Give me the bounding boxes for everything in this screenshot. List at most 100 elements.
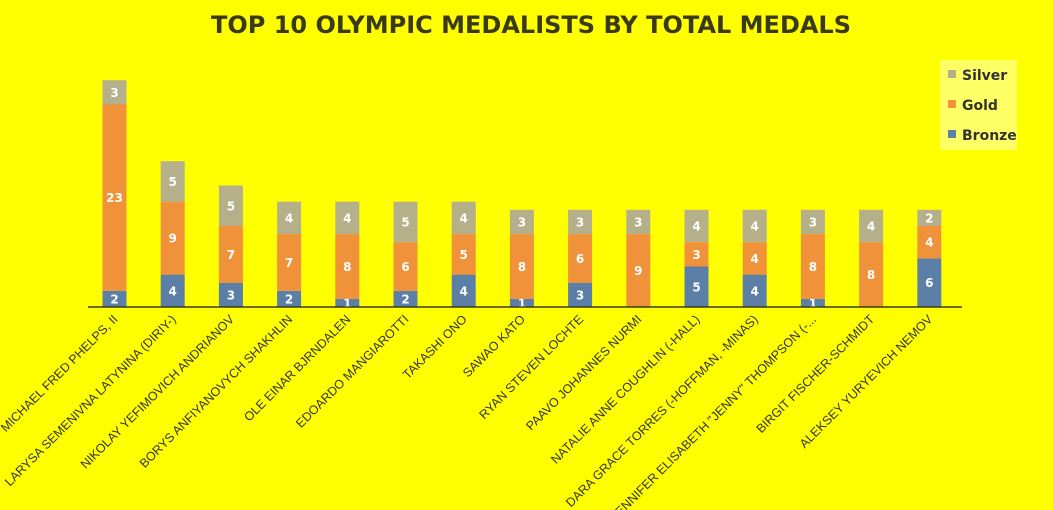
bar-silver-5 [393, 201, 418, 243]
data-label-gold-11: 4 [751, 252, 759, 266]
data-label-silver-10: 4 [692, 220, 700, 234]
category-label-13: BIRGIT FISCHER-SCHMIDT [754, 312, 878, 436]
legend-swatch-bronze [948, 130, 956, 138]
bar-silver-3 [277, 201, 302, 235]
bar-gold-9 [626, 234, 651, 307]
data-label-gold-3: 7 [285, 256, 293, 270]
data-label-silver-3: 4 [285, 211, 293, 225]
bar-silver-2 [218, 185, 243, 226]
data-label-silver-9: 3 [634, 216, 642, 230]
bar-silver-11 [742, 209, 767, 243]
bar-bronze-4 [335, 298, 360, 307]
category-label-5: EDOARDO MANGIAROTTI [293, 312, 411, 430]
legend-label-gold: Gold [962, 98, 998, 114]
bar-gold-14 [917, 226, 942, 259]
data-label-bronze-1: 4 [169, 284, 177, 298]
data-label-silver-5: 5 [401, 215, 409, 229]
legend-swatch-gold [948, 100, 956, 108]
category-label-9: PAAVO JOHANNES NURMI [523, 312, 644, 433]
data-label-silver-13: 4 [867, 220, 875, 234]
bar-silver-12 [800, 209, 825, 235]
bar-silver-1 [160, 161, 185, 202]
legend-swatch-silver [948, 70, 956, 78]
bar-gold-7 [509, 234, 534, 299]
data-label-gold-6: 5 [460, 248, 468, 262]
category-label-4: OLE EINAR BJRNDALEN [241, 312, 353, 424]
bar-gold-12 [800, 234, 825, 299]
data-label-gold-7: 8 [518, 260, 526, 274]
data-label-silver-8: 3 [576, 216, 584, 230]
bar-gold-4 [335, 234, 360, 299]
data-label-bronze-5: 2 [401, 292, 409, 306]
bar-silver-9 [626, 209, 651, 235]
bar-silver-14 [917, 209, 942, 226]
bar-bronze-6 [451, 274, 476, 307]
bar-silver-0 [102, 80, 127, 105]
bar-gold-0 [102, 104, 127, 291]
data-label-bronze-4: 1 [343, 296, 351, 310]
chart-title: TOP 10 OLYMPIC MEDALISTS BY TOTAL MEDALS [211, 11, 851, 39]
bar-gold-6 [451, 234, 476, 275]
bar-gold-2 [218, 226, 243, 283]
data-label-gold-0: 23 [106, 191, 123, 205]
bar-gold-8 [568, 234, 593, 283]
bar-silver-8 [568, 209, 593, 235]
data-label-gold-5: 6 [401, 260, 409, 274]
data-label-gold-4: 8 [343, 260, 351, 274]
category-label-8: RYAN STEVEN LOCHTE [476, 312, 586, 422]
data-label-bronze-12: 1 [809, 296, 817, 310]
bar-gold-1 [160, 201, 185, 275]
bar-silver-13 [859, 209, 884, 243]
bar-gold-10 [684, 242, 709, 267]
bar-bronze-3 [277, 290, 302, 307]
bar-silver-4 [335, 201, 360, 235]
data-label-silver-6: 4 [460, 211, 468, 225]
legend-label-silver: Silver [962, 68, 1007, 84]
data-label-gold-2: 7 [227, 248, 235, 262]
bar-bronze-7 [509, 298, 534, 307]
data-label-bronze-8: 3 [576, 288, 584, 302]
bar-gold-3 [277, 234, 302, 291]
data-label-silver-14: 2 [925, 211, 933, 225]
category-label-0: MICHAEL FRED PHELPS, II [0, 312, 121, 435]
data-label-gold-14: 4 [925, 236, 933, 250]
bar-bronze-12 [800, 298, 825, 307]
data-label-gold-13: 8 [867, 268, 875, 282]
data-label-bronze-10: 5 [692, 280, 700, 294]
bar-bronze-0 [102, 290, 127, 307]
bar-bronze-11 [742, 274, 767, 307]
data-label-bronze-3: 2 [285, 292, 293, 306]
data-label-silver-2: 5 [227, 199, 235, 213]
data-label-silver-4: 4 [343, 211, 351, 225]
data-label-gold-9: 9 [634, 264, 642, 278]
bar-bronze-1 [160, 274, 185, 307]
bar-bronze-14 [917, 258, 942, 307]
data-label-gold-1: 9 [169, 232, 177, 246]
bar-bronze-10 [684, 266, 709, 307]
data-label-bronze-0: 2 [110, 292, 118, 306]
legend-label-bronze: Bronze [962, 128, 1017, 144]
bar-silver-6 [451, 201, 476, 235]
data-label-bronze-2: 3 [227, 288, 235, 302]
bar-bronze-8 [568, 282, 593, 307]
bar-gold-11 [742, 242, 767, 275]
data-label-bronze-11: 4 [751, 284, 759, 298]
data-label-silver-7: 3 [518, 216, 526, 230]
data-label-silver-0: 3 [110, 86, 118, 100]
bar-gold-13 [859, 242, 884, 307]
bars-layer: 2 23 3 4 9 5 3 7 5 2 7 4 1 8 4 2 6 5 4 5 4 1 8 3 3 6 3 9 3 5 3 4 4 4 4 1 8 3 8… [102, 80, 942, 310]
data-label-silver-1: 5 [169, 175, 177, 189]
data-label-bronze-14: 6 [925, 276, 933, 290]
bar-gold-5 [393, 242, 418, 291]
data-label-gold-10: 3 [692, 248, 700, 262]
data-label-silver-11: 4 [751, 220, 759, 234]
data-label-gold-8: 6 [576, 252, 584, 266]
bar-silver-7 [509, 209, 534, 235]
legend: Silver Gold Bronze [940, 60, 1017, 150]
data-label-gold-12: 8 [809, 260, 817, 274]
data-label-silver-12: 3 [809, 216, 817, 230]
bar-silver-10 [684, 209, 709, 243]
